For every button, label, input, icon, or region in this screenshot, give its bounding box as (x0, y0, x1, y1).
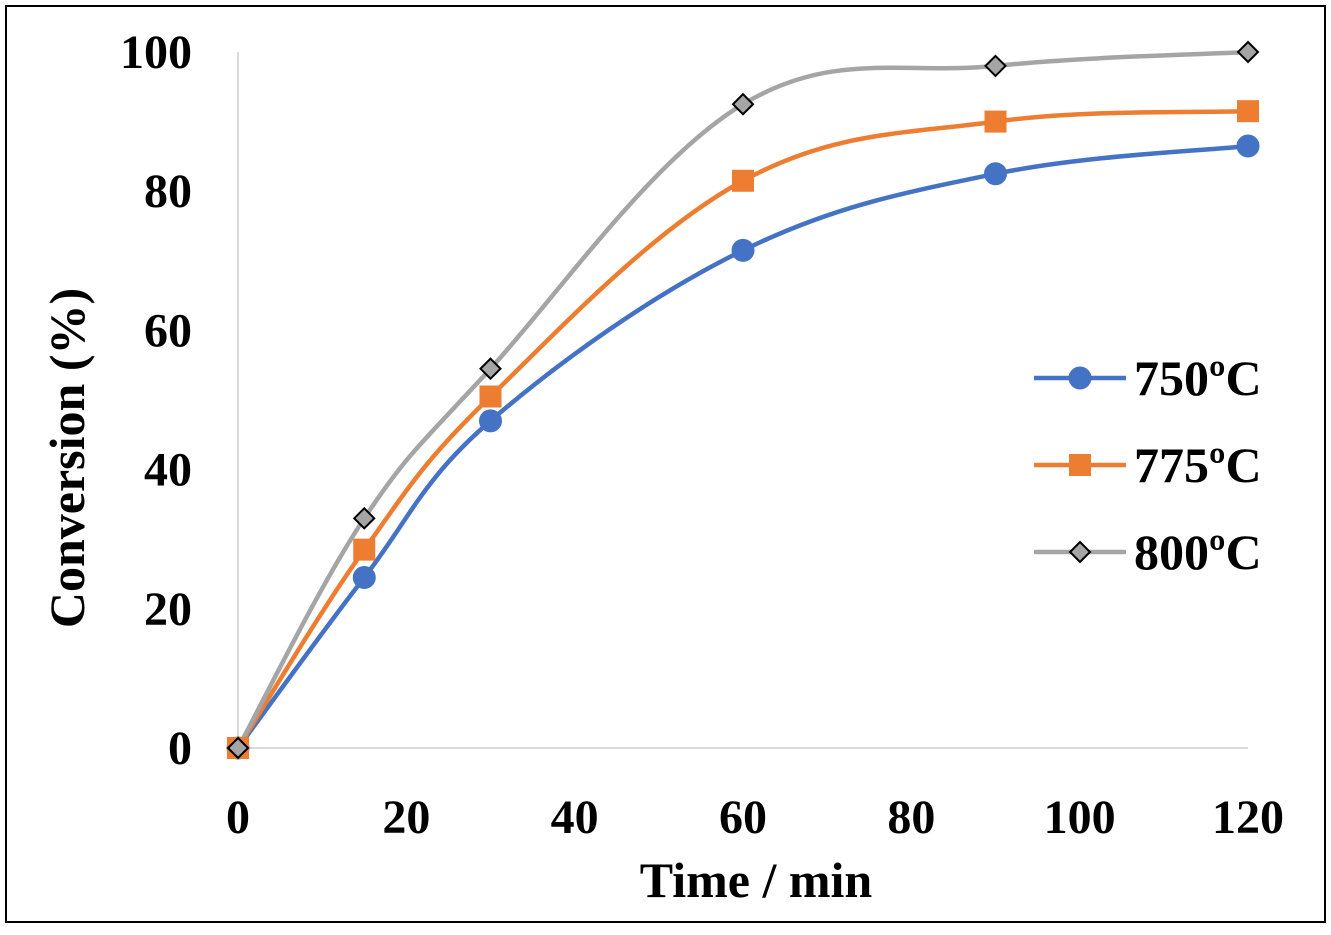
legend-item: 775ºC (1034, 437, 1262, 493)
legend-label: 750ºC (1134, 350, 1262, 406)
data-point (1236, 134, 1260, 158)
data-point (1236, 40, 1260, 64)
legend-marker (1068, 540, 1092, 564)
x-tick-labels: 0 20 40 60 80 100 120 (226, 791, 1284, 844)
data-point (731, 92, 755, 116)
y-tick-label: 20 (144, 583, 192, 636)
x-tick-label: 0 (226, 791, 250, 844)
data-point (226, 736, 250, 760)
legend-marker (1069, 454, 1091, 476)
y-tick-label: 100 (120, 26, 192, 79)
data-point (353, 538, 376, 561)
y-tick-label: 0 (168, 722, 192, 775)
x-tick-label: 80 (887, 791, 935, 844)
data-point (479, 357, 502, 381)
series-line-3 (235, 49, 1251, 751)
y-axis-title: Conversion (%) (39, 288, 95, 628)
legend-item: 800ºC (1034, 524, 1262, 580)
x-axis-title: Time / min (640, 852, 873, 908)
x-tick-label: 120 (1212, 791, 1284, 844)
data-point (984, 54, 1007, 78)
data-point (984, 110, 1007, 133)
series-line-2 (235, 108, 1251, 751)
x-tick-label: 60 (719, 791, 767, 844)
y-tick-label: 40 (144, 444, 192, 497)
data-point (352, 506, 376, 530)
y-tick-label: 60 (144, 304, 192, 357)
series-line-1 (235, 143, 1251, 751)
chart-border (5, 5, 1326, 923)
legend-item: 750ºC (1034, 350, 1262, 406)
series-layer (226, 40, 1260, 760)
data-point (479, 385, 502, 408)
data-point (352, 565, 376, 589)
x-tick-label: 40 (551, 791, 599, 844)
y-tick-label: 80 (144, 165, 192, 218)
data-point (1237, 100, 1259, 123)
legend-marker (1068, 366, 1092, 390)
legend-label: 775ºC (1134, 437, 1262, 493)
legend-label: 800ºC (1134, 524, 1262, 580)
data-point (731, 238, 755, 262)
x-tick-label: 20 (382, 791, 430, 844)
data-point (732, 169, 754, 192)
series-markers-3 (226, 40, 1260, 760)
y-tick-labels: 0 20 40 60 80 100 (120, 26, 192, 775)
data-point (479, 409, 502, 433)
legend: 750ºC 775ºC 800ºC (1034, 350, 1262, 580)
x-tick-label: 100 (1044, 791, 1116, 844)
data-point (984, 162, 1007, 186)
